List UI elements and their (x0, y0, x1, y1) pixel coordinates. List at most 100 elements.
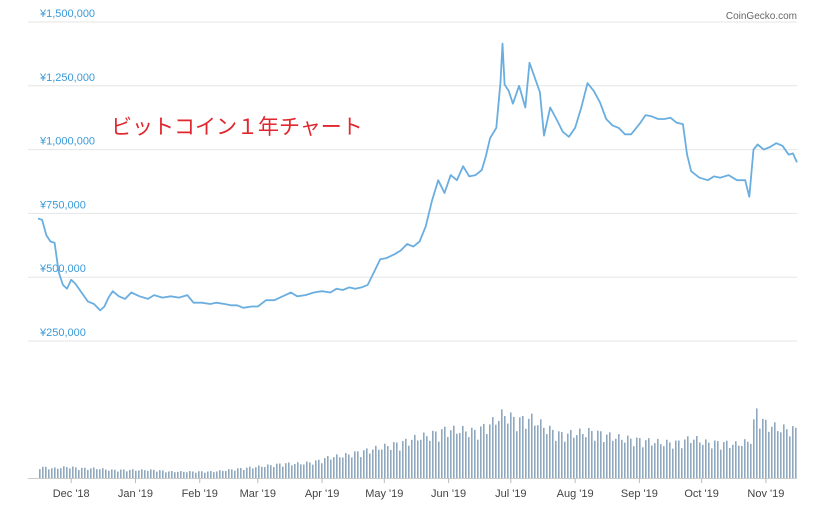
volume-bar (582, 433, 584, 478)
volume-bar (372, 449, 374, 478)
volume-bar (87, 469, 89, 478)
volume-bar (591, 430, 593, 478)
volume-bar (270, 465, 272, 478)
volume-bar (672, 448, 674, 478)
volume-bar (243, 469, 245, 478)
volume-bar (678, 440, 680, 478)
volume-bar (381, 449, 383, 478)
volume-bar (645, 440, 647, 478)
volume-bar (531, 413, 533, 478)
volume-bar (654, 443, 656, 478)
volume-bar (348, 454, 350, 478)
volume-bar (117, 471, 119, 478)
volume-bar (168, 471, 170, 478)
volume-bar (81, 467, 83, 478)
volume-bar (225, 470, 227, 478)
volume-bar (192, 471, 194, 478)
volume-bar (210, 471, 212, 478)
credit-label[interactable]: CoinGecko.com (726, 11, 797, 22)
volume-bar (789, 436, 791, 478)
volume-bar (393, 442, 395, 478)
volume-bar (327, 456, 329, 478)
volume-bars (39, 408, 797, 478)
volume-bar (213, 472, 215, 478)
volume-bar (558, 431, 560, 478)
volume-bar (690, 443, 692, 478)
volume-bar (486, 433, 488, 478)
volume-bar (366, 448, 368, 478)
volume-bar (342, 457, 344, 478)
volume-bar (642, 447, 644, 478)
volume-bar (510, 412, 512, 478)
volume-bar (762, 418, 764, 478)
y-tick-label: ¥1,250,000 (39, 72, 95, 84)
volume-bar (180, 471, 182, 478)
x-tick-label: Feb '19 (182, 488, 218, 500)
volume-bar (234, 470, 236, 478)
volume-bar (567, 433, 569, 478)
volume-bar (522, 416, 524, 478)
volume-bar (663, 446, 665, 478)
volume-bar (639, 438, 641, 478)
volume-bar (537, 425, 539, 478)
y-tick-label: ¥250,000 (39, 327, 86, 339)
volume-bar (774, 422, 776, 478)
x-tick-label: Mar '19 (240, 488, 276, 500)
volume-bar (276, 463, 278, 478)
volume-bar (549, 425, 551, 478)
volume-bar (165, 472, 167, 478)
volume-bar (480, 426, 482, 478)
volume-bar (495, 424, 497, 478)
volume-bar (426, 436, 428, 478)
volume-bar (627, 435, 629, 478)
volume-bar (150, 469, 152, 478)
volume-bar (174, 472, 176, 478)
volume-bar (585, 437, 587, 478)
volume-bar (615, 438, 617, 478)
volume-bar (78, 469, 80, 478)
volume-bar (105, 469, 107, 478)
x-tick-label: Jan '19 (118, 488, 153, 500)
volume-bar (453, 425, 455, 478)
volume-bar (219, 470, 221, 478)
volume-bar (633, 446, 635, 478)
volume-bar (93, 467, 95, 478)
volume-bar (492, 417, 494, 478)
volume-bar (441, 429, 443, 478)
volume-bar (138, 470, 140, 478)
volume-bar (576, 435, 578, 478)
volume-bar (237, 468, 239, 478)
volume-bar (42, 466, 44, 478)
volume-bar (711, 448, 713, 478)
price-line (37, 42, 798, 312)
volume-bar (141, 469, 143, 478)
volume-bar (375, 445, 377, 478)
volume-bar (621, 439, 623, 478)
volume-bar (462, 425, 464, 478)
volume-bar (660, 444, 662, 478)
volume-bar (438, 441, 440, 478)
volume-bar (57, 468, 59, 478)
volume-bar (726, 440, 728, 478)
volume-bar (693, 439, 695, 478)
volume-bar (273, 467, 275, 478)
volume-bar (111, 469, 113, 478)
volume-bar (555, 440, 557, 478)
volume-bar (528, 418, 530, 478)
volume-bar (228, 469, 230, 478)
volume-bar (588, 427, 590, 478)
volume-bar (321, 463, 323, 478)
volume-bar (216, 471, 218, 478)
volume-bar (324, 458, 326, 478)
volume-bar (603, 442, 605, 478)
volume-bar (378, 449, 380, 478)
x-tick-label: May '19 (365, 488, 403, 500)
volume-bar (432, 430, 434, 478)
volume-bar (186, 472, 188, 478)
volume-bar (741, 445, 743, 478)
volume-bar (129, 469, 131, 478)
volume-bar (420, 439, 422, 478)
volume-bar (609, 432, 611, 478)
volume-bar (699, 442, 701, 478)
volume-bar (507, 423, 509, 478)
